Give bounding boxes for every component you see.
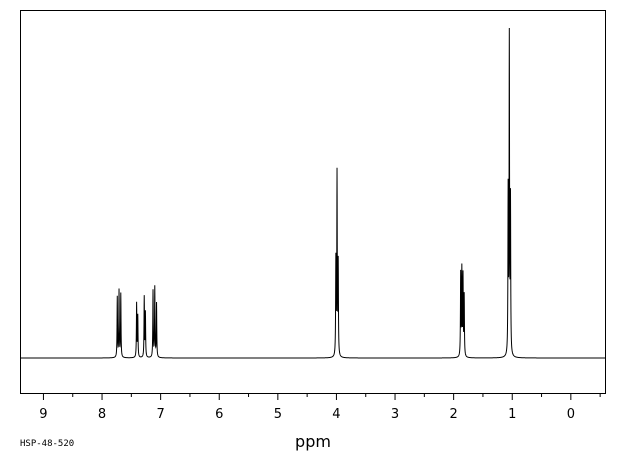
x-axis-tick-label: 4 (332, 407, 340, 422)
spectrum-layer (20, 27, 606, 359)
x-axis-tick-label: 1 (508, 407, 516, 422)
x-axis: 9 8 7 6 5 4 3 2 1 0 (39, 394, 601, 422)
x-axis-tick-label: 8 (98, 407, 106, 422)
x-axis-tick-label: 6 (215, 407, 223, 422)
x-axis-tick-label: 9 (39, 407, 47, 422)
x-axis-tick-label: 7 (156, 407, 164, 422)
x-axis-tick-label: 0 (567, 407, 575, 422)
x-axis-title: ppm (295, 432, 331, 451)
x-axis-tick-label: 3 (391, 407, 399, 422)
plot-frame (20, 10, 606, 394)
x-axis-tick-label: 2 (449, 407, 457, 422)
spectrum-trace (20, 27, 606, 359)
spectrum-code-label: HSP-48-520 (20, 439, 74, 449)
x-axis-tick-label: 5 (274, 407, 282, 422)
